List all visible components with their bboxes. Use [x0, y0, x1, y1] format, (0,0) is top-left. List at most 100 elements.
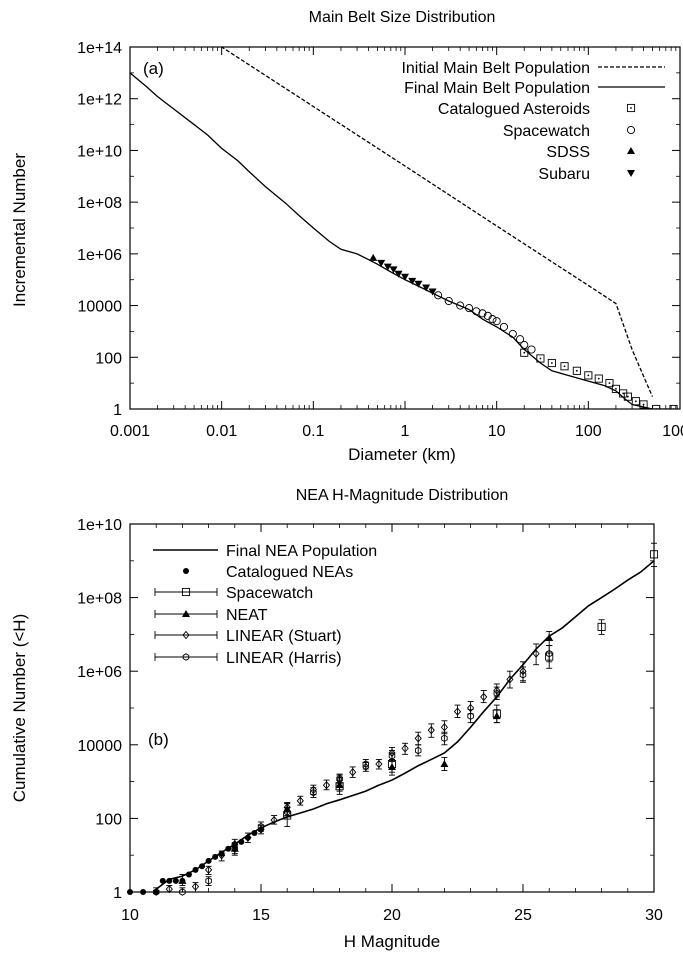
chart-b-series-catalogued-neas-point	[212, 853, 219, 860]
chart-a-series-catalogued-asteroids-point	[572, 366, 581, 375]
chart-a-xtick-label: 100	[575, 423, 602, 440]
chart-b-series-linear-harris-point	[388, 752, 396, 760]
chart-b-legend-marker	[182, 610, 190, 617]
chart-b-series-linear-stuart-point	[191, 882, 200, 891]
chart-a-xtick-label: 0.01	[206, 423, 237, 440]
chart-b-series-linear-stuart-point	[244, 833, 252, 842]
chart-a-xtick-label: 1	[401, 423, 410, 440]
chart-a-ylabel: Incremental Number	[10, 153, 29, 307]
chart-b-frame	[129, 523, 655, 893]
chart-b-legend-marker	[183, 568, 189, 574]
chart-a-legend-label: Catalogued Asteroids	[438, 101, 590, 118]
chart-b-legend-label: Final NEA Population	[226, 543, 377, 560]
chart-b-legend-label: NEAT	[226, 607, 268, 624]
chart-b-series-linear-harris-point	[414, 746, 422, 755]
chart-a-series-catalogued-asteroids-point	[631, 397, 640, 406]
chart-a-series-catalogued-asteroids-point-dot	[563, 365, 566, 368]
chart-a-ticks: 0.001 0.01 0.1 1 10 100 1000 1 100 10000 1e+06 1e+0…	[77, 40, 683, 440]
chart-b-ytick-label: 1	[113, 885, 122, 902]
chart-a-series-catalogued-asteroids-point-dot	[523, 351, 526, 354]
chart-b-series-linear-harris-point	[441, 734, 448, 743]
chart-b-series-catalogued-neas-point	[166, 877, 173, 884]
chart-b-xtick-label: 25	[514, 907, 532, 924]
chart-a-series-catalogued-asteroids-point	[594, 374, 603, 383]
chart-a-plot-area	[130, 47, 678, 409]
chart-b-legend-label: Catalogued NEAs	[226, 564, 353, 581]
chart-b-series-linear-stuart-point	[453, 707, 462, 716]
chart-b-series-linear-harris-point	[336, 774, 343, 783]
chart-a-series-catalogued-asteroids-point-dot	[634, 400, 637, 403]
chart-b-legend-marker	[182, 630, 190, 640]
chart-b-series-neat-point	[178, 876, 187, 884]
chart-a-series-subaru-point	[401, 273, 409, 281]
chart-b-xtick-label: 20	[383, 907, 401, 924]
chart-a-ytick-label: 1	[113, 402, 122, 419]
chart-b-series-group	[127, 542, 658, 896]
chart-a-series-spacewatch-point	[508, 329, 517, 338]
chart-b-series-linear-stuart-point	[349, 768, 357, 777]
chart-a-series-spacewatch-point	[492, 317, 501, 326]
chart-b-series-linear-harris-point	[467, 712, 474, 720]
chart-a-series-sdss-point	[369, 253, 378, 261]
chart-b-series-neat-point	[545, 633, 554, 641]
chart-b-series-linear-harris-point	[545, 649, 553, 658]
chart-a-title: Main Belt Size Distribution	[309, 9, 496, 26]
chart-a-series-catalogued-asteroids-point	[536, 354, 545, 363]
chart-a-legend-label: Subaru	[538, 166, 590, 183]
chart-a-ytick-label: 1e+12	[77, 92, 122, 109]
chart-b-series-linear-stuart-point	[401, 744, 409, 753]
chart-a-frame	[129, 46, 681, 410]
chart-a-series-spacewatch-point	[478, 309, 487, 318]
chart-b-ylabel: Cumulative Number (<H)	[10, 614, 29, 802]
chart-a-legend-label: Initial Main Belt Population	[401, 60, 590, 77]
chart-a-series-spacewatch-point	[472, 307, 481, 316]
chart-b-series-linear-harris-point	[283, 808, 291, 816]
chart-a-xtick-label: 0.001	[110, 423, 150, 440]
chart-a-series-catalogued-asteroids-point	[639, 400, 648, 409]
chart-b-xtick-label: 30	[645, 907, 663, 924]
chart-a-series-catalogued-asteroids-point-dot	[622, 392, 625, 395]
chart-a-series-catalogued-asteroids-point	[611, 384, 620, 393]
chart-a-series-subaru-point	[422, 284, 431, 292]
chart-b-series-linear-stuart-point	[440, 723, 448, 732]
chart-b-ticks: 10 15 20 25 30 1 100 10000 1e+06 1e+08 1e+10	[77, 517, 663, 924]
chart-a-series-spacewatch-point	[499, 322, 508, 331]
chart-b-series-linear-stuart-point	[322, 780, 331, 790]
chart-a-series-spacewatch-point	[434, 291, 443, 300]
chart-b-ytick-label: 1e+08	[77, 591, 122, 608]
chart-a-xtick-label: 1000	[662, 423, 683, 440]
chart-a-series-catalogued-asteroids-point-dot	[608, 382, 611, 385]
chart-a-series-spacewatch-point	[488, 315, 497, 324]
chart-b-series-catalogued-neas-point	[192, 866, 199, 873]
chart-a-ytick-label: 1e+06	[77, 247, 122, 264]
chart-a-series-spacewatch-point	[516, 335, 525, 344]
chart-a-series-catalogued-asteroids-point-dot	[626, 395, 629, 398]
chart-a-series-catalogued-asteroids-point	[584, 371, 593, 380]
chart-b-legend-marker	[182, 653, 190, 661]
chart-b-series-catalogued-neas-point	[205, 857, 212, 864]
chart-b-series-catalogued-neas-point	[251, 830, 258, 837]
chart-a-series-catalogued-asteroids-point	[520, 348, 529, 357]
chart-a-legend-label: Final Main Belt Population	[404, 80, 590, 97]
chart-b-series-neat-point	[440, 760, 449, 768]
chart-b-series-linear-stuart-point	[296, 796, 304, 806]
chart-b-legend: Final NEA Population Catalogued NEAs Space…	[153, 543, 377, 667]
chart-b-xlabel: H Magnitude	[344, 932, 440, 951]
chart-a-series-group	[130, 47, 678, 409]
chart-a-legend-label: SDSS	[546, 144, 590, 161]
chart-a-series-catalogued-asteroids-point	[547, 358, 556, 368]
chart-b-series-linear-harris-point	[231, 845, 239, 853]
chart-a-series-catalogued-asteroids-point-dot	[550, 362, 553, 364]
chart-a-series-final-main-belt-population	[130, 72, 672, 409]
chart-a-series-catalogued-asteroids-point-dot	[587, 374, 590, 377]
chart-b-ytick-label: 1e+10	[77, 517, 122, 534]
chart-a-series-catalogued-asteroids-point	[560, 362, 569, 371]
chart-b-ytick-label: 10000	[78, 738, 123, 755]
chart-b-panel-label: (b)	[148, 730, 169, 749]
chart-a-panel-label: (a)	[143, 59, 164, 78]
chart-b-plot-area	[127, 542, 658, 896]
chart-a-series-spacewatch-point	[456, 301, 465, 310]
chart-b-series-catalogued-neas-point	[225, 845, 232, 852]
chart-b-series-linear-harris-point	[179, 888, 186, 896]
